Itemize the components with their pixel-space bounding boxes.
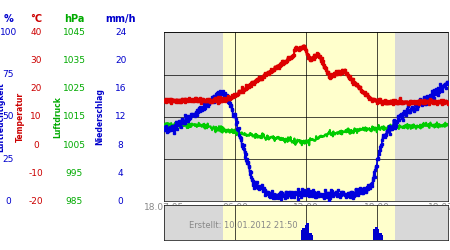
Text: 0: 0: [5, 197, 11, 206]
Bar: [304, 229, 307, 240]
Bar: [308, 235, 311, 240]
Text: Luftfeuchtigkeit: Luftfeuchtigkeit: [0, 82, 5, 152]
Text: mm/h: mm/h: [105, 14, 136, 24]
Text: 30: 30: [30, 56, 42, 65]
Text: 20: 20: [115, 56, 126, 65]
Text: 12: 12: [115, 112, 126, 122]
Bar: [302, 228, 305, 240]
Text: 1035: 1035: [63, 56, 86, 65]
Bar: [310, 235, 313, 240]
Text: °C: °C: [30, 14, 42, 24]
Bar: [377, 234, 380, 240]
Bar: [378, 234, 381, 240]
Text: 16: 16: [115, 84, 126, 93]
Text: 1045: 1045: [63, 28, 86, 37]
Bar: [376, 230, 379, 240]
Text: 10: 10: [30, 112, 42, 122]
Text: 20: 20: [30, 84, 42, 93]
Text: 24: 24: [115, 28, 126, 37]
Text: 0: 0: [118, 197, 123, 206]
Text: hPa: hPa: [64, 14, 85, 24]
Bar: [304, 228, 307, 240]
Text: Niederschlag: Niederschlag: [95, 88, 104, 145]
Text: %: %: [3, 14, 13, 24]
Bar: [223, 205, 395, 240]
Text: -20: -20: [29, 197, 43, 206]
Bar: [375, 227, 378, 240]
Text: 8: 8: [118, 140, 123, 149]
Bar: [223, 32, 395, 201]
Bar: [374, 229, 376, 240]
Text: 100: 100: [0, 28, 17, 37]
Bar: [309, 233, 312, 240]
Bar: [306, 224, 309, 240]
Bar: [376, 229, 379, 240]
Bar: [306, 225, 309, 240]
Bar: [307, 235, 310, 240]
Text: -10: -10: [29, 168, 43, 177]
Bar: [302, 228, 305, 240]
Bar: [302, 230, 304, 240]
Text: 25: 25: [2, 154, 14, 164]
Bar: [309, 234, 312, 240]
Bar: [305, 226, 308, 240]
Bar: [379, 233, 382, 240]
Bar: [379, 234, 382, 240]
Bar: [303, 230, 306, 240]
Bar: [375, 228, 378, 240]
Bar: [374, 230, 377, 240]
Text: 985: 985: [66, 197, 83, 206]
Text: 995: 995: [66, 168, 83, 177]
Text: 1015: 1015: [63, 112, 86, 122]
Bar: [377, 233, 380, 240]
Bar: [310, 235, 313, 240]
Bar: [308, 235, 310, 240]
Text: 1005: 1005: [63, 140, 86, 149]
Text: 0: 0: [33, 140, 39, 149]
Bar: [307, 233, 310, 240]
Bar: [380, 236, 382, 240]
Text: 1025: 1025: [63, 84, 86, 93]
Bar: [374, 230, 377, 240]
Text: 50: 50: [2, 112, 14, 122]
Bar: [305, 224, 308, 240]
Text: Luftdruck: Luftdruck: [53, 96, 62, 138]
Text: Temperatur: Temperatur: [16, 92, 25, 142]
Bar: [303, 229, 306, 240]
Text: 40: 40: [30, 28, 42, 37]
Text: Erstellt: 10.01.2012 21:50: Erstellt: 10.01.2012 21:50: [189, 222, 298, 230]
Text: 75: 75: [2, 70, 14, 79]
Text: 4: 4: [118, 168, 123, 177]
Bar: [378, 235, 381, 240]
